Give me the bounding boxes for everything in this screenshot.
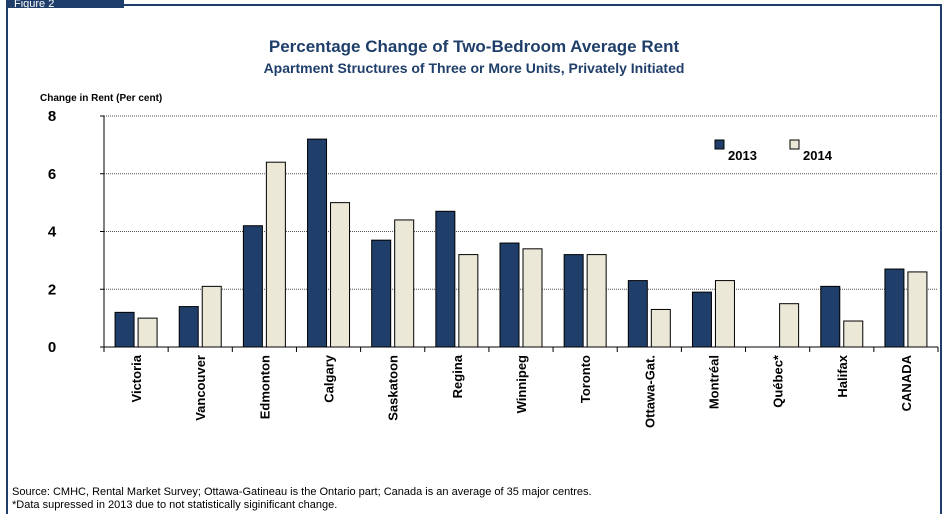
bar-2013 [691,291,712,348]
figure-frame [6,4,942,514]
bar-chart: 0 2 4 6 8 Victoria Vancouver Edmonton Calgary Sas… [48,108,939,428]
bar-2013 [178,306,199,348]
bar-2014 [201,285,222,348]
bar-2014 [586,254,607,348]
category-label: Québec* [771,354,786,408]
category-label: Halifax [835,354,850,397]
chart-subtitle: Apartment Structures of Three or More Un… [263,60,685,76]
bar-2013 [884,268,905,348]
bar-2014 [843,320,864,348]
category-label: Ottawa-Gat. [642,355,657,428]
bar-2014 [137,317,158,348]
bar-2014 [265,161,286,348]
source-note: Source: CMHC, Rental Market Survey; Otta… [12,486,592,498]
y-tick-label: 0 [48,339,56,356]
y-tick-label: 4 [48,224,57,241]
suppression-note: *Data supressed in 2013 due to not stati… [12,499,338,511]
category-label: Montréal [706,355,721,409]
bar-2014 [330,202,351,348]
chart-title: Percentage Change of Two-Bedroom Average… [268,37,680,56]
bar-2014 [714,280,735,348]
legend-swatch-2013 [714,139,725,150]
legend-label-2014: 2014 [803,148,833,163]
y-tick-label: 6 [48,166,56,183]
bar-2014 [522,248,543,348]
figure-tab: Figure 2 [6,0,124,8]
bar-2013 [820,285,841,348]
y-tick-label: 2 [48,281,56,298]
bar-2013 [242,225,263,348]
bar-2014 [907,271,928,348]
category-label: Edmonton [257,355,272,419]
bar-2013 [307,138,328,348]
bar-2013 [563,254,584,348]
category-label: Winnipeg [514,355,529,413]
bar-2013 [371,239,392,348]
category-label: Calgary [322,354,337,402]
category-label: Regina [450,354,465,398]
bar-2013 [114,311,135,348]
bar-2014 [650,308,671,348]
category-label: Toronto [578,355,593,403]
bar-2014 [779,303,800,348]
y-axis-label: Change in Rent (Per cent) [40,93,163,104]
category-label: Vancouver [193,355,208,421]
category-label: CANADA [899,354,914,411]
bar-2014 [394,219,415,348]
bar-2013 [499,242,520,348]
bar-2013 [435,210,456,348]
bar-2013 [627,280,648,348]
bar-2014 [458,254,479,348]
category-label: Saskatoon [386,355,401,421]
legend-swatch-2014 [789,139,800,150]
category-label: Victoria [129,354,144,402]
legend-label-2013: 2013 [728,148,757,163]
y-tick-label: 8 [48,108,56,125]
footnotes: Source: CMHC, Rental Market Survey; Otta… [12,486,592,512]
